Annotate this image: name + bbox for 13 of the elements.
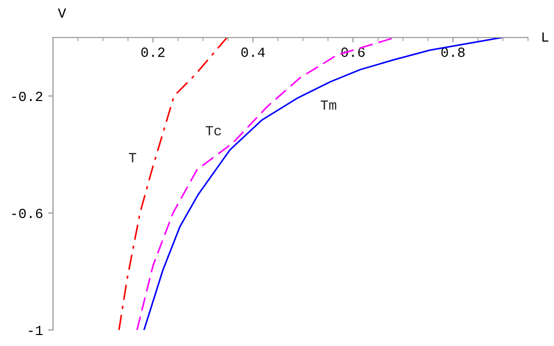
x-axis-title: L — [542, 32, 548, 42]
y-tick-label: -0.2 — [12, 92, 42, 102]
series-label: Tm — [320, 100, 336, 110]
series-label: T — [128, 153, 136, 162]
x-tick-label: 0.2 — [141, 48, 165, 57]
x-tick-label: 0.4 — [241, 48, 265, 57]
x-tick-label: 0.8 — [441, 48, 465, 57]
line-series — [143, 38, 503, 330]
y-tick-label: -0.6 — [12, 208, 42, 218]
y-axis-title: V — [58, 8, 66, 18]
line-series — [118, 38, 228, 330]
series-label: Tc — [206, 126, 221, 136]
y-tick-label: -1 — [28, 326, 43, 336]
